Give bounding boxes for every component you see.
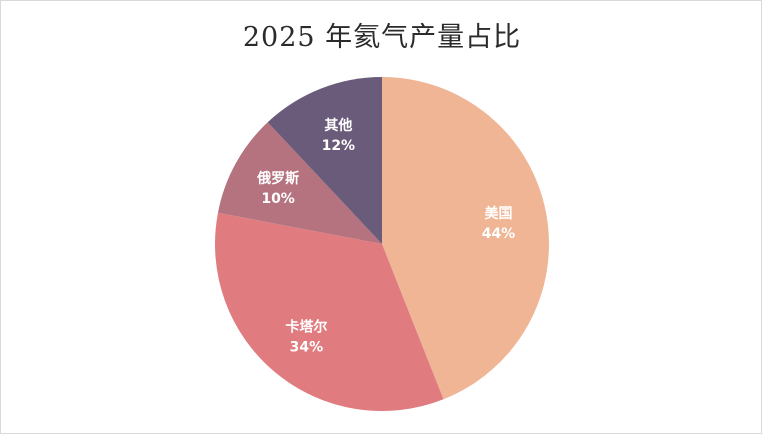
slice-value-russia: 10%: [261, 191, 295, 207]
slice-value-usa: 44%: [482, 226, 516, 242]
slice-label-russia: 俄罗斯: [256, 170, 299, 187]
slice-value-qatar: 34%: [290, 339, 324, 355]
pie-slice-other: [267, 77, 382, 244]
pie-slice-qatar: [215, 212, 444, 412]
pie-slice-russia: [217, 122, 382, 244]
slice-label-qatar: 卡塔尔: [285, 318, 327, 335]
slice-label-usa: 美国: [484, 205, 512, 222]
chart-title: 2025 年氦气产量占比: [242, 22, 522, 53]
pie-slice-usa: [382, 77, 550, 400]
slice-label-other: 其他: [324, 117, 352, 134]
slice-value-other: 12%: [322, 138, 356, 154]
